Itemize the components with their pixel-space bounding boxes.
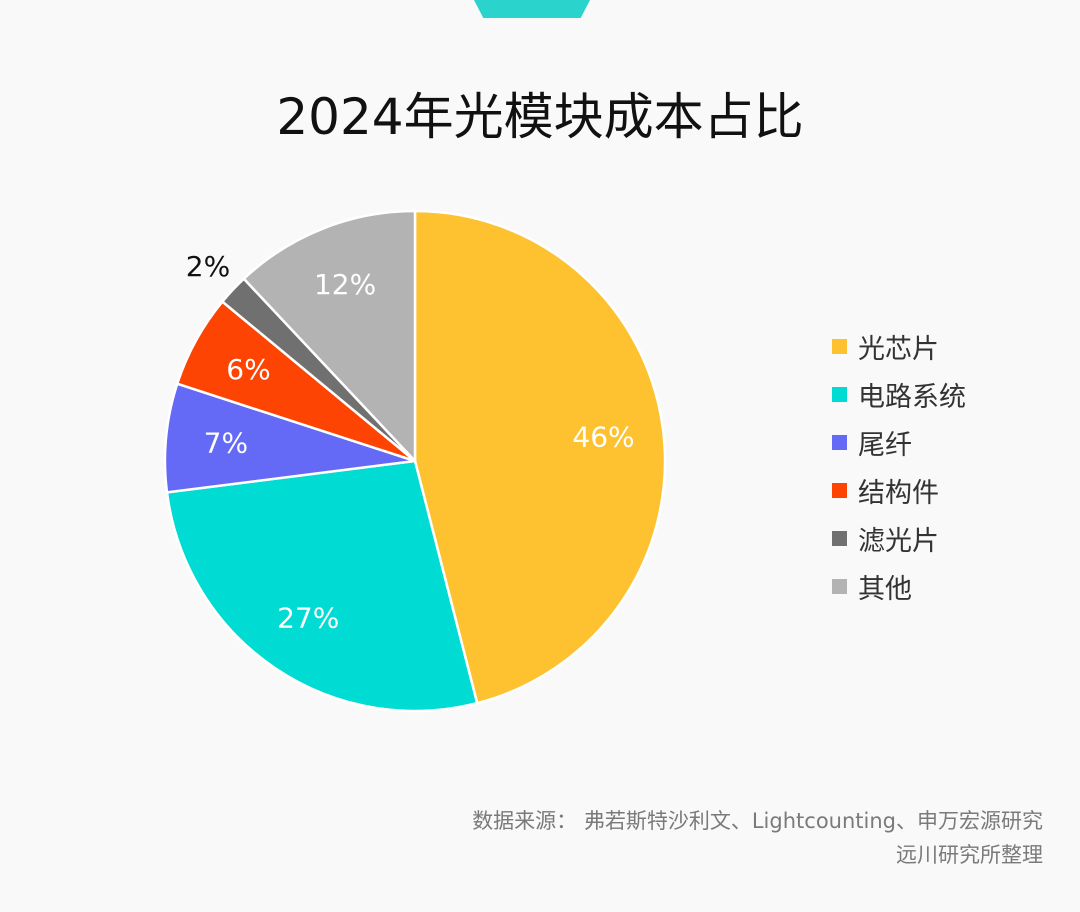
legend-swatch-3 bbox=[832, 482, 847, 498]
legend-item-5: 其他 bbox=[832, 562, 966, 610]
source-note: 数据来源： 弗若斯特沙利文、Lightcounting、申万宏源研究 远川研究所… bbox=[472, 804, 1043, 872]
pie-slice-2 bbox=[163, 382, 417, 494]
legend-label-4: 滤光片 bbox=[858, 525, 939, 557]
slice-label-0: 46% bbox=[572, 421, 634, 454]
legend-label-2: 尾纤 bbox=[858, 429, 912, 461]
legend: 光芯片电路系统尾纤结构件滤光片其他 bbox=[832, 322, 966, 610]
legend-label-5: 其他 bbox=[858, 573, 912, 605]
legend-label-0: 光芯片 bbox=[858, 333, 939, 365]
legend-swatch-5 bbox=[832, 578, 847, 594]
legend-item-2: 尾纤 bbox=[832, 418, 966, 466]
legend-swatch-4 bbox=[832, 530, 847, 546]
legend-swatch-0 bbox=[832, 338, 847, 354]
legend-swatch-2 bbox=[832, 434, 847, 450]
slice-label-3: 6% bbox=[226, 353, 270, 386]
legend-label-1: 电路系统 bbox=[858, 381, 966, 413]
slice-label-1: 27% bbox=[277, 602, 339, 635]
legend-label-3: 结构件 bbox=[858, 477, 939, 509]
slice-label-2: 7% bbox=[204, 427, 248, 460]
slice-label-5: 12% bbox=[314, 268, 376, 301]
source-line-2: 远川研究所整理 bbox=[896, 843, 1043, 867]
legend-item-0: 光芯片 bbox=[832, 322, 966, 370]
legend-item-4: 滤光片 bbox=[832, 514, 966, 562]
legend-item-3: 结构件 bbox=[832, 466, 966, 514]
source-line-1: 数据来源： 弗若斯特沙利文、Lightcounting、申万宏源研究 bbox=[472, 809, 1043, 833]
chart-title: 2024年光模块成本占比 bbox=[276, 88, 804, 146]
legend-item-1: 电路系统 bbox=[832, 370, 966, 418]
slice-label-4: 2% bbox=[186, 250, 230, 283]
legend-swatch-1 bbox=[832, 386, 847, 402]
pie-slice-1 bbox=[165, 459, 479, 713]
pie-slice-0 bbox=[413, 209, 667, 705]
top-accent-tab bbox=[474, 0, 590, 18]
pie-slice-5 bbox=[242, 209, 417, 463]
